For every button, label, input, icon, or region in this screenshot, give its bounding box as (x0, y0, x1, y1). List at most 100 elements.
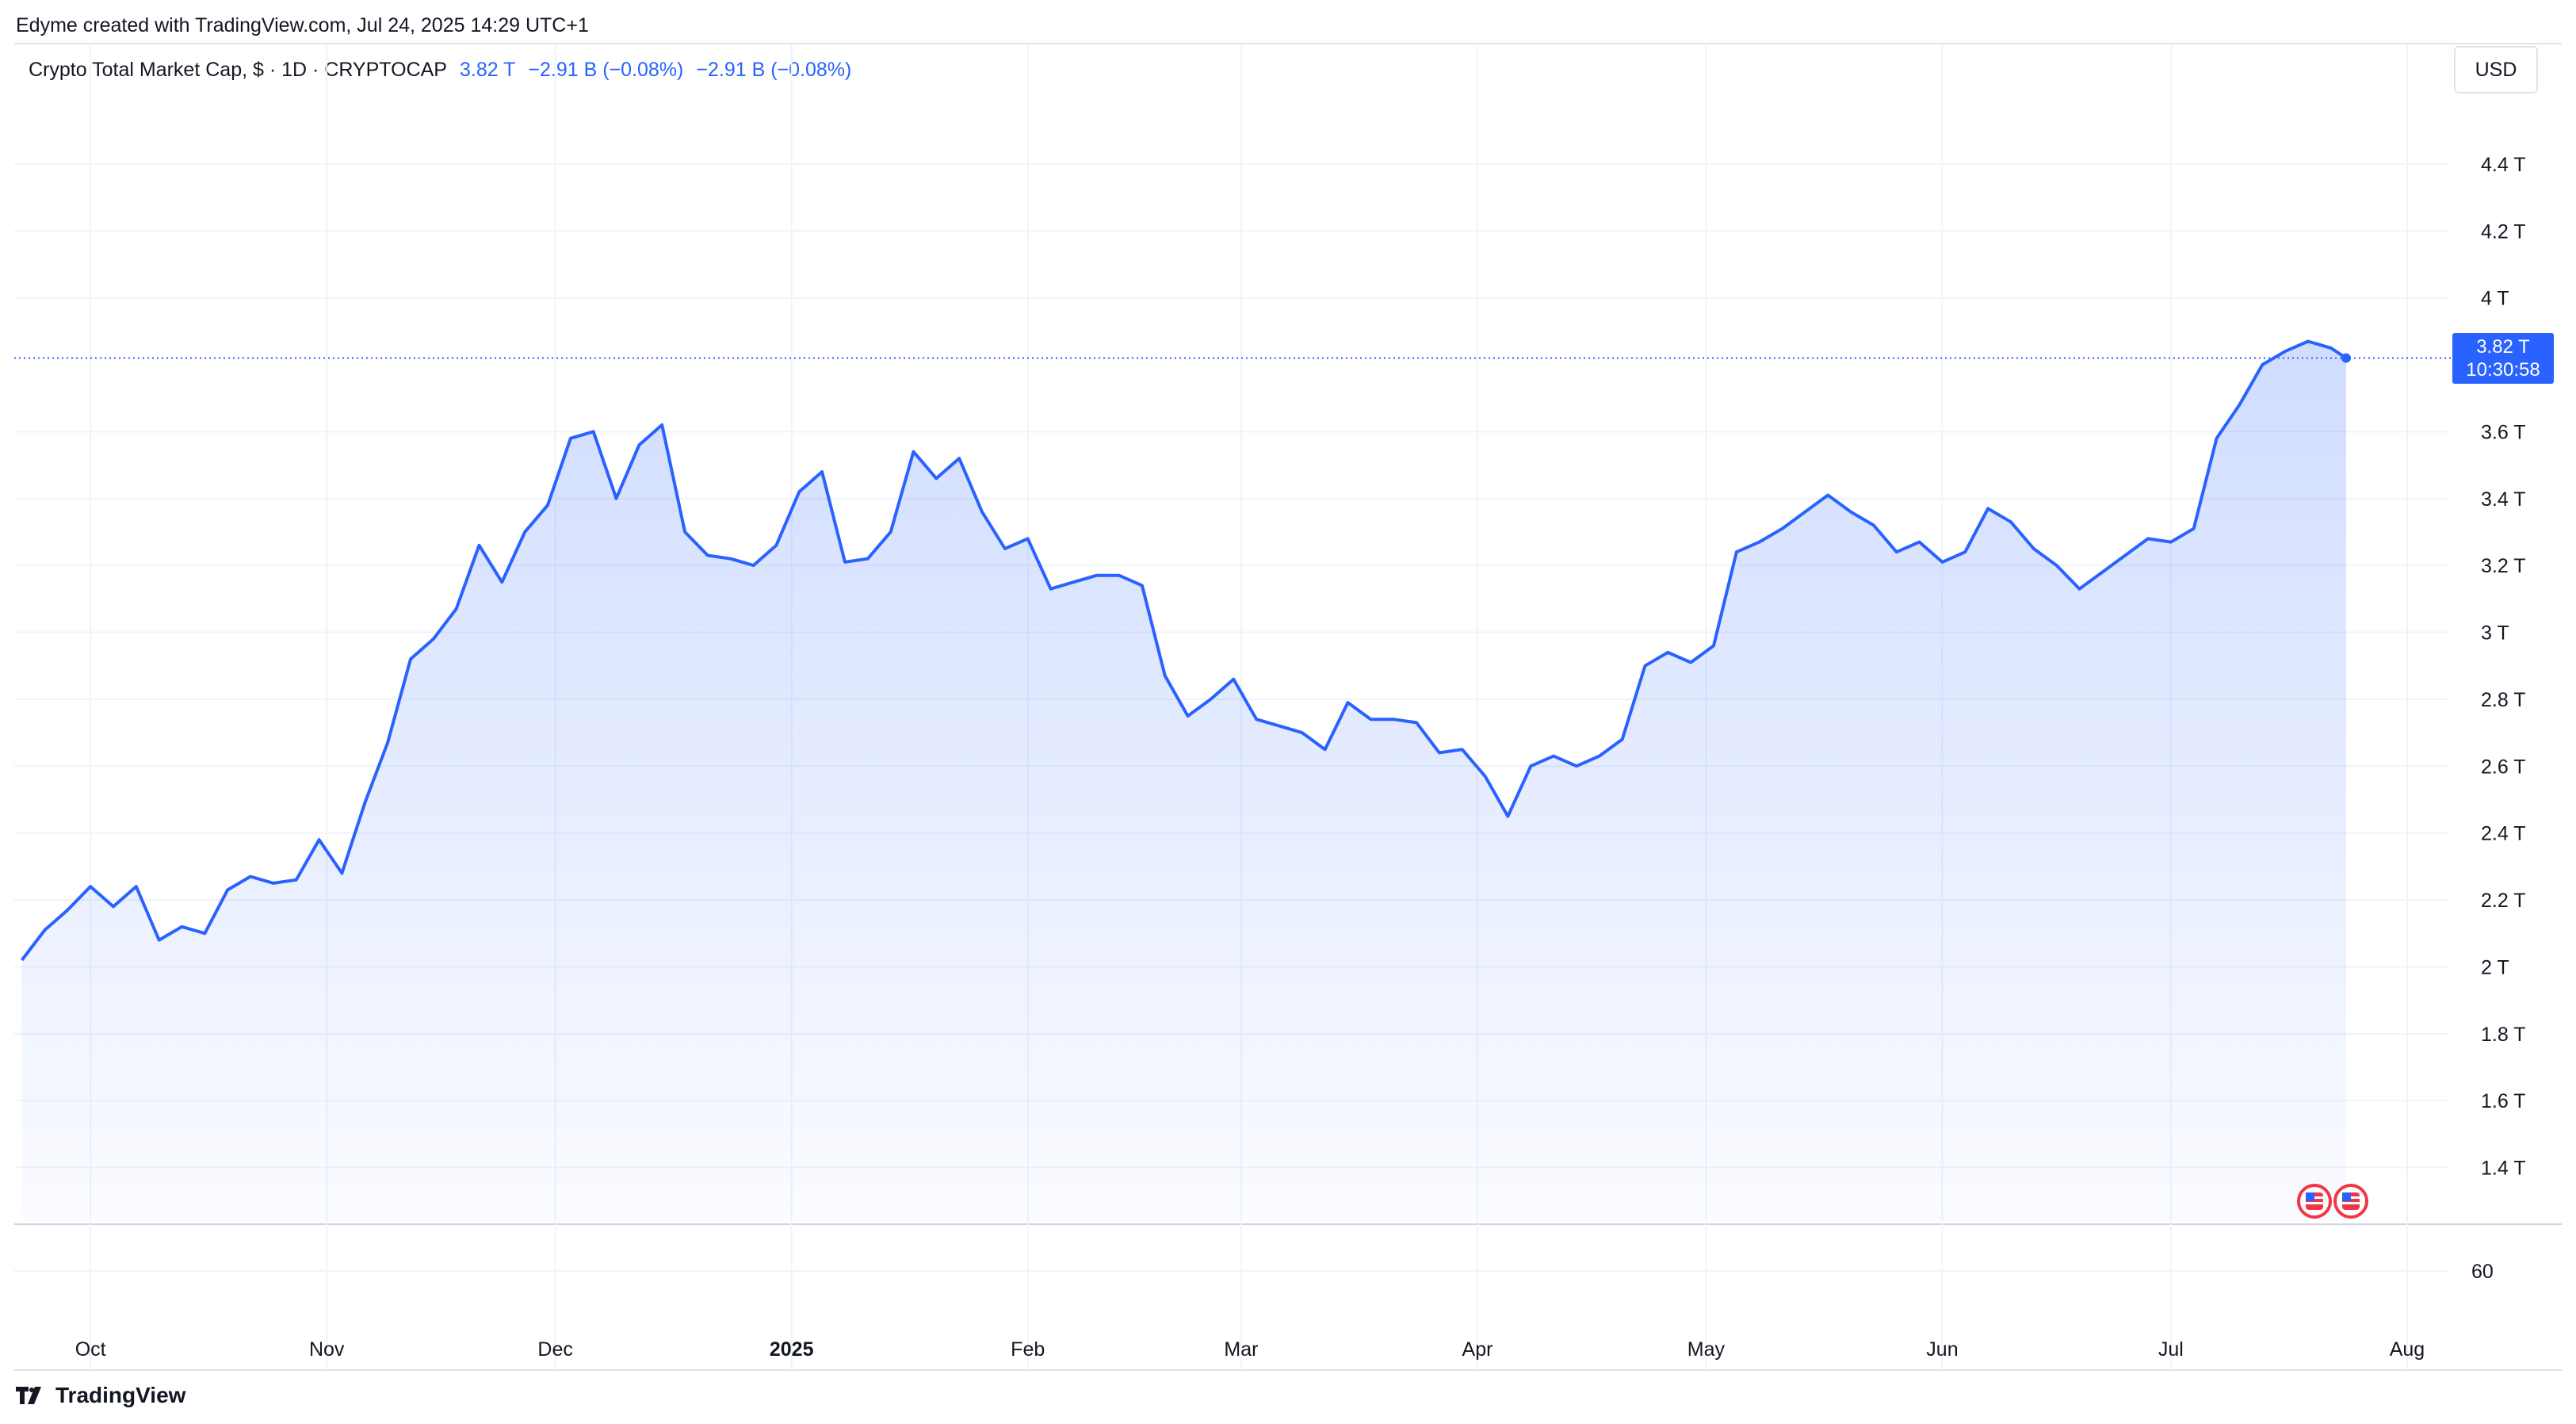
data-point[interactable] (1986, 506, 1990, 511)
data-point[interactable] (248, 875, 253, 879)
data-point[interactable] (1209, 697, 1213, 702)
data-point[interactable] (728, 557, 733, 561)
data-point[interactable] (1802, 510, 1807, 515)
data-point[interactable] (2260, 362, 2265, 367)
data-point[interactable] (1026, 536, 1030, 541)
data-point[interactable] (2123, 553, 2127, 558)
data-point[interactable] (431, 637, 436, 641)
tradingview-footer[interactable]: TradingView (16, 1383, 185, 1408)
data-point[interactable] (1254, 717, 1259, 722)
data-point[interactable] (820, 469, 824, 474)
data-point[interactable] (362, 801, 367, 806)
data-point[interactable] (65, 908, 70, 913)
data-point[interactable] (1780, 526, 1785, 531)
data-point[interactable] (1346, 700, 1351, 705)
data-point[interactable] (1688, 660, 1693, 665)
x-axis[interactable]: Oct Nov Dec 2025 Feb Mar Apr May Jun Jul Aug (75, 1338, 2425, 1361)
data-point[interactable] (225, 887, 230, 892)
data-point[interactable] (1049, 587, 1053, 591)
data-point[interactable] (2215, 436, 2219, 441)
data-point[interactable] (1917, 540, 1922, 545)
data-point[interactable] (1574, 764, 1579, 768)
data-point[interactable] (1734, 549, 1739, 554)
data-point[interactable] (636, 442, 641, 447)
y-axis[interactable]: 1.4 T 1.6 T 1.8 T 2 T 2.2 T 2.4 T 2.6 T 2.8 T 3 … (2471, 154, 2526, 1283)
us-economic-event-icon[interactable] (2333, 1184, 2368, 1219)
data-point[interactable] (659, 423, 664, 427)
data-point[interactable] (705, 553, 710, 558)
data-point[interactable] (797, 489, 801, 494)
data-point[interactable] (1323, 747, 1328, 752)
data-point[interactable] (180, 924, 185, 929)
data-point[interactable] (591, 429, 596, 434)
data-point[interactable] (2100, 570, 2104, 575)
data-point[interactable] (1163, 673, 1168, 678)
data-point[interactable] (454, 607, 459, 611)
data-point[interactable] (2031, 546, 2036, 551)
data-point[interactable] (912, 450, 916, 454)
data-point[interactable] (2054, 563, 2059, 568)
data-point[interactable] (980, 510, 984, 515)
data-point[interactable] (408, 656, 413, 661)
currency-button[interactable]: USD (2454, 46, 2538, 94)
data-point[interactable] (2192, 526, 2196, 531)
data-point[interactable] (157, 938, 162, 943)
data-point[interactable] (1277, 724, 1282, 729)
data-point[interactable] (1894, 549, 1899, 554)
data-point[interactable] (1437, 750, 1442, 755)
us-economic-event-icon[interactable] (2297, 1184, 2332, 1219)
data-point[interactable] (1391, 717, 1396, 722)
data-point[interactable] (2329, 346, 2333, 350)
data-point[interactable] (477, 543, 482, 548)
data-point[interactable] (499, 580, 504, 584)
data-point[interactable] (202, 931, 207, 936)
data-point[interactable] (2169, 540, 2173, 545)
data-point[interactable] (568, 436, 573, 441)
data-point[interactable] (934, 476, 938, 480)
data-point[interactable] (774, 543, 778, 548)
data-point[interactable] (1848, 510, 1853, 515)
data-point[interactable] (957, 456, 961, 461)
data-point[interactable] (866, 557, 870, 561)
data-point[interactable] (1757, 540, 1762, 545)
data-point[interactable] (1643, 664, 1648, 668)
data-point[interactable] (271, 881, 276, 886)
data-point[interactable] (111, 904, 116, 909)
data-point[interactable] (134, 884, 139, 889)
data-point[interactable] (20, 958, 25, 963)
data-point[interactable] (1186, 714, 1191, 718)
data-point[interactable] (2077, 587, 2082, 591)
data-point[interactable] (1460, 747, 1465, 752)
data-point[interactable] (1665, 650, 1670, 655)
data-point[interactable] (385, 741, 390, 745)
data-point[interactable] (339, 871, 344, 875)
data-point[interactable] (43, 928, 48, 932)
data-point[interactable] (1940, 560, 1945, 565)
data-point[interactable] (1597, 754, 1602, 759)
data-point[interactable] (2146, 536, 2150, 541)
data-point[interactable] (1117, 573, 1122, 578)
data-point[interactable] (1505, 814, 1510, 819)
data-point[interactable] (1003, 546, 1007, 551)
data-point[interactable] (889, 530, 893, 534)
data-point[interactable] (1551, 754, 1556, 759)
data-point[interactable] (1711, 643, 1716, 648)
data-point[interactable] (1094, 573, 1099, 578)
data-point[interactable] (88, 884, 93, 889)
data-point[interactable] (1140, 583, 1145, 588)
data-point[interactable] (1963, 549, 1967, 554)
data-point[interactable] (2283, 349, 2287, 354)
data-point[interactable] (1071, 580, 1076, 584)
data-point[interactable] (317, 837, 322, 842)
data-point[interactable] (1871, 523, 1876, 528)
data-point[interactable] (2008, 519, 2013, 524)
event-markers[interactable] (2297, 1184, 2368, 1219)
data-point[interactable] (1231, 677, 1236, 682)
data-point[interactable] (1368, 717, 1373, 722)
data-point[interactable] (614, 496, 619, 501)
data-point[interactable] (843, 560, 847, 565)
data-point[interactable] (682, 530, 687, 534)
data-point[interactable] (1620, 737, 1625, 742)
data-point[interactable] (294, 878, 299, 882)
